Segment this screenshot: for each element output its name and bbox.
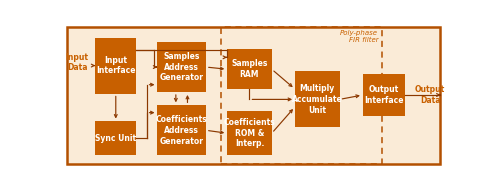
Text: Output
Interface: Output Interface bbox=[364, 85, 404, 105]
Bar bbox=[363, 74, 406, 116]
Bar bbox=[158, 105, 206, 155]
Text: Poly-phase
FIR filter: Poly-phase FIR filter bbox=[340, 30, 378, 43]
Text: Samples
RAM: Samples RAM bbox=[232, 59, 268, 79]
Text: Input
Data: Input Data bbox=[66, 53, 88, 72]
Bar bbox=[227, 49, 272, 89]
Bar bbox=[295, 71, 340, 127]
Text: Sync Unit: Sync Unit bbox=[95, 134, 136, 143]
Bar bbox=[227, 111, 272, 155]
Bar bbox=[158, 42, 206, 92]
Text: Coefficients
ROM &
Interp.: Coefficients ROM & Interp. bbox=[224, 118, 276, 148]
Text: Output
Data: Output Data bbox=[415, 85, 446, 105]
Bar bbox=[96, 38, 136, 94]
Text: Samples
Address
Generator: Samples Address Generator bbox=[160, 52, 204, 82]
Bar bbox=[96, 121, 136, 155]
Text: Coefficients
Address
Generator: Coefficients Address Generator bbox=[156, 115, 208, 146]
Text: Input
Interface: Input Interface bbox=[96, 56, 136, 75]
Bar bbox=[222, 27, 382, 164]
Text: Multiply
Accumulate
Unit: Multiply Accumulate Unit bbox=[292, 84, 343, 115]
